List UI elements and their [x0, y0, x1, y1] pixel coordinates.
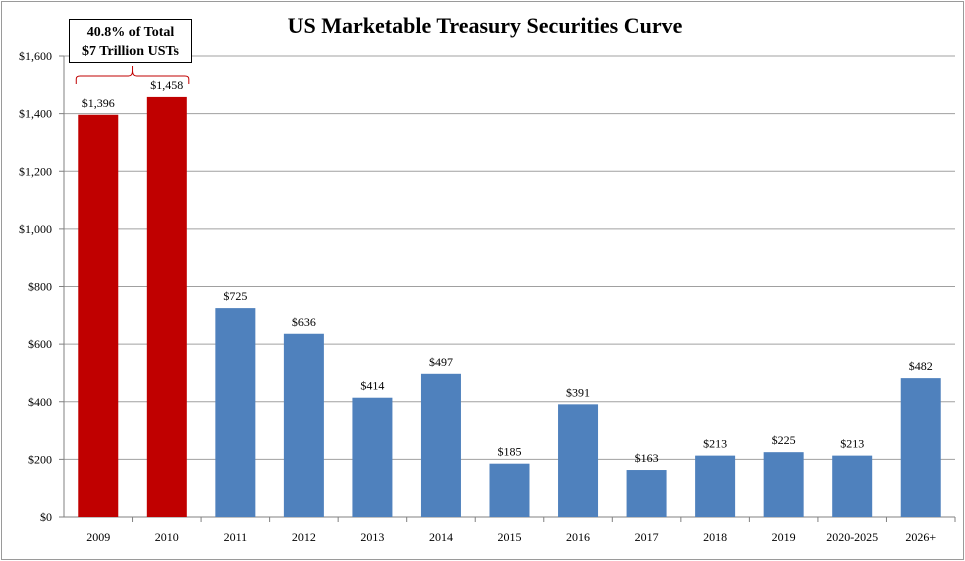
- y-tick-label: $1,600: [19, 49, 52, 63]
- bar-2016: [558, 404, 599, 517]
- x-tick-label: 2010: [155, 530, 179, 544]
- annotation-line2: $7 Trillion USTs: [81, 44, 179, 59]
- x-tick-label: 2014: [429, 530, 453, 544]
- data-label: $725: [223, 289, 247, 303]
- data-label: $225: [772, 433, 796, 447]
- data-label: $482: [909, 359, 933, 373]
- data-label: $1,458: [150, 78, 183, 92]
- data-label: $497: [429, 355, 453, 369]
- annotation-line1: 40.8% of Total: [86, 25, 175, 40]
- bar-2017: [626, 470, 667, 517]
- y-tick-label: $600: [28, 337, 52, 351]
- x-tick-label: 2016: [566, 530, 590, 544]
- y-tick-label: $1,400: [19, 107, 52, 121]
- data-label: $636: [292, 315, 316, 329]
- bar-2019: [763, 452, 804, 517]
- x-tick-label: 2018: [703, 530, 727, 544]
- bar-2013: [352, 397, 393, 517]
- bar-2014: [420, 373, 461, 517]
- data-label: $185: [498, 445, 522, 459]
- data-label: $1,396: [82, 96, 115, 110]
- bar-2018: [695, 455, 736, 517]
- data-label: $213: [840, 437, 864, 451]
- bar-2015: [489, 463, 530, 517]
- data-label: $163: [635, 451, 659, 465]
- data-label: $213: [703, 437, 727, 451]
- x-tick-label: 2020-2025: [826, 530, 878, 544]
- x-tick-label: 2012: [292, 530, 316, 544]
- y-tick-label: $0: [40, 510, 52, 524]
- y-tick-label: $1,200: [19, 164, 52, 178]
- bar-2026+: [900, 378, 941, 517]
- x-tick-label: 2019: [772, 530, 796, 544]
- x-tick-label: 2013: [360, 530, 384, 544]
- x-tick-label: 2017: [635, 530, 659, 544]
- x-tick-label: 2015: [498, 530, 522, 544]
- y-tick-label: $400: [28, 395, 52, 409]
- y-tick-label: $200: [28, 452, 52, 466]
- y-tick-label: $1,000: [19, 222, 52, 236]
- bar-2012: [283, 333, 324, 517]
- bar-2010: [146, 96, 187, 517]
- annotation-bracket: [75, 66, 190, 84]
- bar-2009: [78, 114, 119, 517]
- x-tick-label: 2009: [86, 530, 110, 544]
- chart-title: US Marketable Treasury Securities Curve: [288, 13, 683, 38]
- x-tick-label: 2011: [224, 530, 248, 544]
- x-tick-label: 2026+: [905, 530, 936, 544]
- bar-2020-2025: [832, 455, 873, 517]
- data-label: $391: [566, 385, 590, 399]
- data-label: $414: [360, 379, 384, 393]
- bar-2011: [215, 308, 256, 517]
- y-tick-label: $800: [28, 280, 52, 294]
- annotation-callout: 40.8% of Total $7 Trillion USTs: [69, 19, 192, 63]
